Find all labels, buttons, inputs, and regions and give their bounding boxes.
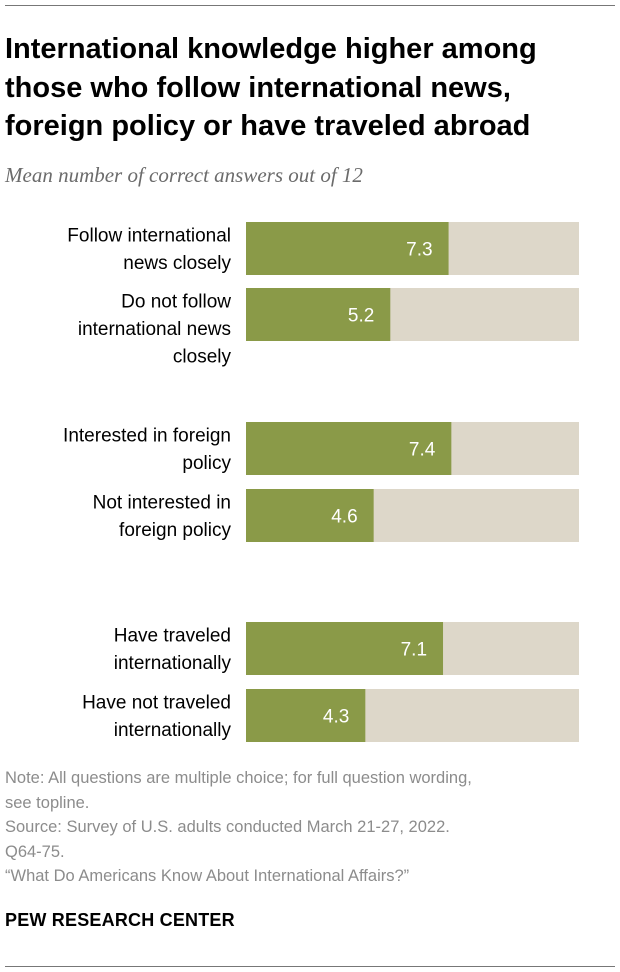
bar [246,622,444,675]
bar [246,288,391,341]
note-line: see topline. [5,793,90,812]
bar-value-label: 7.1 [401,640,427,661]
bar-value-label: 7.3 [406,240,432,261]
pew-research-center-logo: PEW RESEARCH CENTER [5,910,235,930]
bar-chart: 7.3 Follow international news closely 5.2 Do… [63,222,579,742]
chart-title-line: International knowledge higher among [5,33,537,65]
source-line: Source: Survey of U.S. adults conducted … [5,818,450,836]
category-label: Not interested in [93,493,231,514]
chart-title: International knowledge higher among tho… [5,30,610,146]
bar [246,689,366,742]
bar-value-label: 4.3 [323,707,349,728]
category-label: closely [173,347,232,368]
bar-value-label: 7.4 [409,440,436,461]
note-line: Note: All questions are multiple choice;… [5,769,472,787]
bar-value-label: 4.6 [331,507,357,528]
bar-value-label: 5.2 [348,306,374,327]
category-label: news closely [123,253,231,274]
category-label: internationally [114,653,232,674]
source-line: Q64-75. [5,842,65,861]
category-label: Have traveled [114,626,231,647]
report-title-line: “What Do Americans Know About Internatio… [5,867,410,885]
category-label: Interested in foreign [63,426,231,447]
category-label: foreign policy [119,520,231,541]
bar [246,489,374,542]
bar [246,422,452,475]
chart-title-line: those who follow international news, [5,71,511,104]
chart-notes: Note: All questions are multiple choice;… [5,766,605,889]
bar [246,222,449,275]
category-label: policy [182,453,231,474]
category-label: Have not traveled [82,693,231,714]
category-label: Do not follow [121,292,231,313]
chart-subtitle: Mean number of correct answers out of 12 [5,163,363,187]
category-label: international news [78,319,231,340]
chart-title-line: foreign policy or have traveled abroad [5,110,531,142]
top-rule [5,5,615,6]
category-label: Follow international [67,226,231,247]
bottom-rule [5,966,615,967]
category-label: internationally [114,720,232,741]
